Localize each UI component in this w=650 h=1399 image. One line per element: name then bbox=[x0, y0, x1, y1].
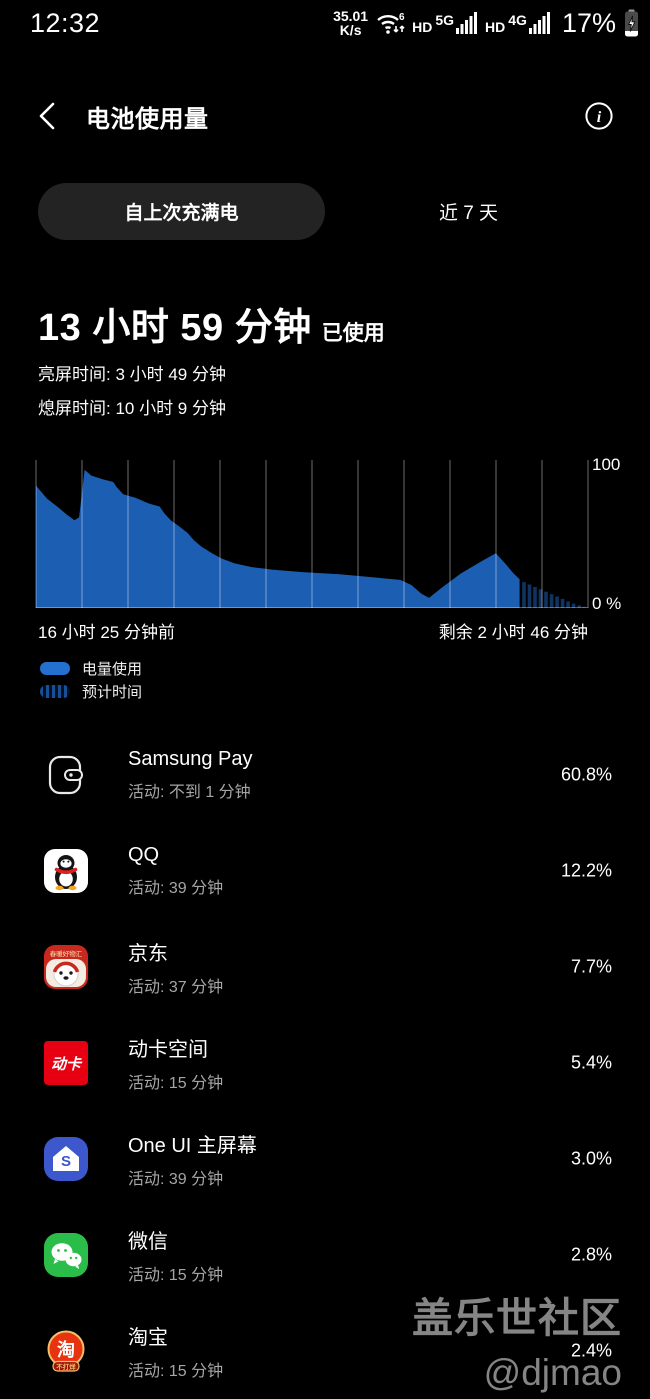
sim2-network-type: 4G bbox=[508, 12, 527, 28]
app-row-dongka[interactable]: 动卡 动卡空间 活动: 15 分钟 5.4% bbox=[0, 1015, 650, 1111]
qq-app-icon bbox=[44, 849, 88, 893]
jd-app-icon: 春暖好物汇 bbox=[44, 945, 88, 989]
back-chevron-icon bbox=[39, 102, 55, 130]
app-name: 淘宝 bbox=[128, 1327, 168, 1349]
app-battery-percent: 3.0% bbox=[570, 1148, 612, 1169]
svg-text:6: 6 bbox=[399, 12, 405, 23]
info-button[interactable]: i bbox=[584, 101, 614, 131]
usage-suffix: 已使用 bbox=[321, 322, 385, 345]
info-icon: i bbox=[585, 102, 613, 130]
svg-text:淘: 淘 bbox=[57, 1339, 75, 1360]
app-activity-label: 活动: 15 分钟 bbox=[128, 1363, 224, 1380]
legend-solid-swatch bbox=[40, 662, 70, 675]
app-row-qq[interactable]: QQ 活动: 39 分钟 12.2% bbox=[0, 823, 650, 919]
wechat-app-icon bbox=[44, 1233, 88, 1277]
svg-text:不打烊: 不打烊 bbox=[56, 1362, 76, 1371]
legend-battery-usage: 电量使用 bbox=[40, 657, 142, 680]
svg-text:S: S bbox=[61, 1153, 71, 1170]
taobao-app-icon: 淘 不打烊 bbox=[44, 1329, 88, 1373]
app-battery-percent: 2.4% bbox=[570, 1340, 612, 1361]
community-watermark: 盖乐世社区 @djmao bbox=[412, 1284, 622, 1394]
sim2-signal-bars-icon bbox=[528, 12, 550, 34]
y-axis-max-label: 100 bbox=[592, 455, 621, 474]
screen-on-time: 亮屏时间: 3 小时 49 分钟 bbox=[38, 365, 226, 384]
app-row-oneui-home[interactable]: S One UI 主屏幕 活动: 39 分钟 3.0% bbox=[0, 1111, 650, 1207]
app-name: QQ bbox=[128, 844, 160, 866]
app-name: 微信 bbox=[128, 1231, 168, 1253]
back-button[interactable] bbox=[28, 96, 68, 136]
battery-level-chart: 100 0 % 16 小时 25 分钟前 剩余 2 小时 46 分钟 bbox=[0, 455, 650, 648]
app-activity-label: 活动: 不到 1 分钟 bbox=[128, 784, 251, 801]
app-battery-percent: 60.8% bbox=[560, 764, 612, 785]
app-name: Samsung Pay bbox=[128, 748, 253, 770]
app-activity-label: 活动: 15 分钟 bbox=[128, 1267, 224, 1284]
x-axis-end-label: 剩余 2 小时 46 分钟 bbox=[438, 623, 588, 642]
app-row-wechat[interactable]: 微信 活动: 15 分钟 2.8% bbox=[0, 1207, 650, 1303]
network-speed-value: 35.01 bbox=[333, 8, 369, 24]
network-speed-unit: K/s bbox=[339, 22, 362, 38]
app-name: One UI 主屏幕 bbox=[128, 1135, 257, 1157]
battery-percent-text: 17% bbox=[561, 7, 616, 38]
page-title: 电池使用量 bbox=[86, 105, 209, 133]
app-activity-label: 活动: 39 分钟 bbox=[128, 1171, 224, 1188]
legend-striped-swatch bbox=[40, 685, 70, 698]
dongka-app-icon: 动卡 bbox=[44, 1041, 88, 1085]
wifi-6-icon: 6 bbox=[375, 8, 405, 38]
app-activity-label: 活动: 15 分钟 bbox=[128, 1075, 224, 1092]
x-axis-start-label: 16 小时 25 分钟前 bbox=[38, 623, 175, 642]
svg-text:春暖好物汇: 春暖好物汇 bbox=[50, 949, 83, 958]
status-bar: 12:32 35.01 K/s 6 HD 5G bbox=[0, 0, 650, 46]
sim1-hd-badge: HD bbox=[412, 19, 433, 35]
tab-last-7-days[interactable]: 近 7 天 bbox=[438, 203, 499, 224]
sim2-hd-badge: HD bbox=[485, 19, 506, 35]
app-name: 京东 bbox=[128, 943, 168, 965]
svg-text:i: i bbox=[597, 109, 602, 126]
app-row-jd[interactable]: 春暖好物汇 京东 活动: 37 分钟 7.7% bbox=[0, 919, 650, 1015]
legend-label: 电量使用 bbox=[82, 661, 143, 678]
sim1-signal: HD 5G bbox=[412, 11, 478, 35]
battery-usage-app-list: Samsung Pay 活动: 不到 1 分钟 60.8% QQ 活动: 39 … bbox=[0, 727, 650, 1399]
sim1-signal-bars-icon bbox=[456, 12, 478, 34]
app-bar: 电池使用量 i bbox=[0, 86, 650, 146]
legend-estimated-time: 预计时间 bbox=[40, 680, 142, 703]
y-axis-min-label: 0 % bbox=[592, 594, 622, 613]
chart-legend: 电量使用 预计时间 bbox=[40, 657, 142, 703]
clock: 12:32 bbox=[30, 7, 101, 38]
app-activity-label: 活动: 37 分钟 bbox=[128, 979, 224, 996]
app-battery-percent: 2.8% bbox=[570, 1244, 612, 1265]
app-activity-label: 活动: 39 分钟 bbox=[128, 880, 224, 897]
period-tabs: 自上次充满电 近 7 天 bbox=[0, 183, 650, 240]
app-row-samsung-pay[interactable]: Samsung Pay 活动: 不到 1 分钟 60.8% bbox=[0, 727, 650, 823]
usage-duration: 13 小时 59 分钟 bbox=[38, 307, 312, 349]
oneui-home-app-icon: S bbox=[44, 1137, 88, 1181]
sim2-signal: HD 4G bbox=[485, 11, 551, 35]
app-battery-percent: 5.4% bbox=[570, 1052, 612, 1073]
screen-off-time: 熄屏时间: 10 小时 9 分钟 bbox=[38, 399, 226, 418]
app-battery-percent: 7.7% bbox=[570, 956, 612, 977]
legend-label: 预计时间 bbox=[82, 684, 143, 701]
network-speed: 35.01 K/s bbox=[333, 9, 368, 37]
sim1-network-type: 5G bbox=[435, 12, 455, 28]
watermark-username: @djmao bbox=[483, 1352, 622, 1393]
battery-chart-svg bbox=[35, 460, 589, 608]
watermark-community-name: 盖乐世社区 bbox=[412, 1295, 622, 1341]
samsung-pay-app-icon bbox=[44, 753, 88, 797]
battery-charging-icon bbox=[625, 9, 638, 37]
app-battery-percent: 12.2% bbox=[560, 860, 612, 881]
usage-summary: 13 小时 59 分钟 已使用 亮屏时间: 3 小时 49 分钟 熄屏时间: 1… bbox=[38, 296, 612, 419]
app-row-taobao[interactable]: 淘 不打烊 淘宝 活动: 15 分钟 2.4% bbox=[0, 1303, 650, 1399]
svg-text:动卡: 动卡 bbox=[51, 1056, 83, 1073]
app-name: 动卡空间 bbox=[128, 1039, 208, 1061]
tab-since-full-charge[interactable]: 自上次充满电 bbox=[38, 183, 325, 240]
